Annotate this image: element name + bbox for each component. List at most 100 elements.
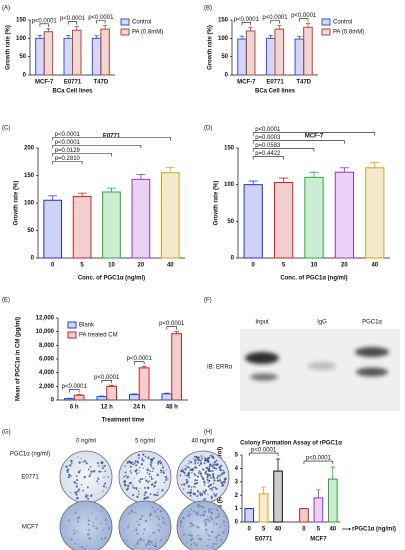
colony <box>142 514 144 516</box>
colony <box>86 533 90 536</box>
colony <box>100 471 102 473</box>
colony <box>211 465 214 468</box>
colony <box>134 544 137 547</box>
y-tick-label: 2,000 <box>39 384 55 390</box>
colony <box>72 529 75 532</box>
colony <box>150 461 153 464</box>
colony <box>189 521 192 524</box>
x-tick-label: 40 <box>167 263 174 269</box>
colony <box>210 454 213 457</box>
panel-label: (F) <box>204 298 212 304</box>
colony <box>149 519 152 521</box>
y-tick-label: 50 <box>27 228 34 234</box>
colony <box>148 543 151 546</box>
colony <box>191 472 193 474</box>
colony <box>81 545 84 549</box>
colony <box>143 486 146 489</box>
colony <box>137 493 140 495</box>
colony <box>186 480 189 483</box>
colony <box>86 497 89 500</box>
colony <box>135 468 138 471</box>
legend-label: Control <box>132 20 151 26</box>
colony <box>163 472 165 475</box>
p-value: p=0.4422 <box>255 151 281 157</box>
lane-label: Input <box>255 320 269 326</box>
colony <box>217 474 220 477</box>
p-value: p<0.0001 <box>159 321 185 327</box>
x-tick-label: 40 <box>329 527 336 533</box>
colony <box>203 513 206 516</box>
colony <box>148 480 150 482</box>
error-bar <box>248 180 258 185</box>
colony <box>197 472 200 474</box>
y-axis-label: Mean of PGC1α in CM (pg/ml) <box>16 317 22 401</box>
colony <box>151 458 154 461</box>
colony <box>148 455 150 457</box>
colony <box>203 455 205 457</box>
colony <box>204 472 207 475</box>
colony <box>155 542 157 545</box>
p-value: p<0.0001 <box>234 17 260 23</box>
colony <box>215 463 218 467</box>
colony <box>201 457 203 460</box>
colony <box>210 487 213 490</box>
colony <box>193 492 197 496</box>
bar <box>273 181 294 259</box>
colony <box>159 509 163 513</box>
colony <box>85 529 88 531</box>
bar <box>274 28 285 76</box>
colony <box>204 520 206 522</box>
colony <box>96 477 98 479</box>
colony <box>146 472 148 474</box>
colony <box>144 491 147 494</box>
bar <box>72 195 92 259</box>
colony <box>162 516 164 519</box>
y-tick-label: 0 <box>235 520 239 526</box>
colony <box>204 521 206 523</box>
colony <box>203 484 206 486</box>
colony <box>189 494 192 497</box>
colony <box>215 459 218 462</box>
colony <box>147 480 149 483</box>
colony <box>216 476 219 479</box>
colony <box>158 460 160 463</box>
colony <box>143 494 146 496</box>
colony <box>212 486 215 489</box>
y-tick-label: 150 <box>16 18 27 24</box>
colony <box>67 519 70 522</box>
significance-bracket <box>52 160 83 165</box>
colony <box>210 496 214 500</box>
x-axis-label: rPGC1α (ng/ml) <box>352 527 396 533</box>
colony <box>153 531 156 534</box>
bar <box>131 178 151 259</box>
colony <box>215 536 218 539</box>
colony <box>218 479 221 482</box>
colony <box>98 483 100 485</box>
colony <box>103 476 105 478</box>
colony <box>197 459 199 461</box>
colony <box>100 522 102 525</box>
colony <box>96 528 98 530</box>
bar <box>258 493 269 523</box>
colony <box>208 534 211 537</box>
colony <box>222 531 225 534</box>
colony <box>212 482 215 485</box>
colony <box>182 467 184 469</box>
colony <box>180 469 183 473</box>
colony <box>91 493 93 496</box>
colony <box>133 487 136 490</box>
colony <box>190 543 193 546</box>
y-tick-label: 50 <box>227 219 234 225</box>
lane-label: IgG <box>317 320 327 326</box>
legend-swatch <box>67 331 77 339</box>
colony <box>135 528 138 532</box>
colony <box>136 460 139 463</box>
colony <box>145 479 148 482</box>
colony <box>221 523 223 526</box>
p-value: p<0.0001 <box>32 18 58 24</box>
colony <box>136 542 139 546</box>
colony <box>183 471 185 473</box>
x-tick-label: 24 h <box>133 405 145 411</box>
y-tick-label: 100 <box>24 201 35 207</box>
colony <box>67 468 70 471</box>
